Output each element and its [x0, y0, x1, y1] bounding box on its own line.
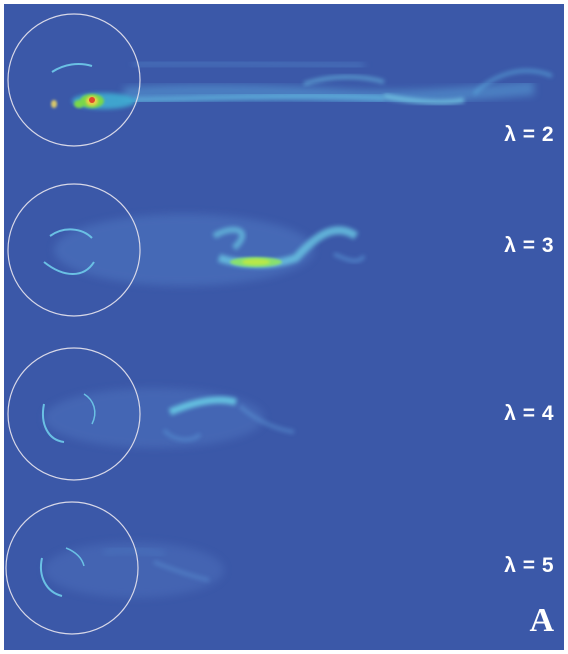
wake-field-lambda-2: [7, 13, 553, 147]
panel-lambda-5: λ = 5: [4, 492, 564, 650]
rotor-swept-circle: [7, 183, 141, 317]
rotor-hotspot: [51, 63, 136, 109]
lambda-label: λ = 4: [504, 402, 554, 425]
panel-lambda-2: λ = 2: [4, 4, 564, 162]
rotor-swept-circle: [7, 13, 141, 147]
rotor-swept-circle: [5, 501, 139, 635]
lambda-label: λ = 3: [504, 234, 554, 257]
panel-lambda-3: λ = 3: [4, 166, 564, 324]
lambda-label: λ = 5: [504, 554, 554, 577]
wake-plume: [43, 214, 366, 286]
wake-visualization-figure: λ = 2 λ = 3: [4, 4, 564, 650]
wake-plume: [42, 388, 295, 448]
wake-field-lambda-4: [7, 347, 295, 481]
wake-plume: [123, 58, 553, 105]
rotor-swept-circle: [7, 347, 141, 481]
panel-lambda-4: λ = 4: [4, 334, 564, 492]
wake-field-lambda-3: [7, 183, 366, 317]
wake-plume: [40, 542, 224, 598]
wake-field-lambda-5: [5, 501, 224, 635]
figure-letter: A: [529, 602, 554, 639]
lambda-label: λ = 2: [504, 123, 554, 146]
